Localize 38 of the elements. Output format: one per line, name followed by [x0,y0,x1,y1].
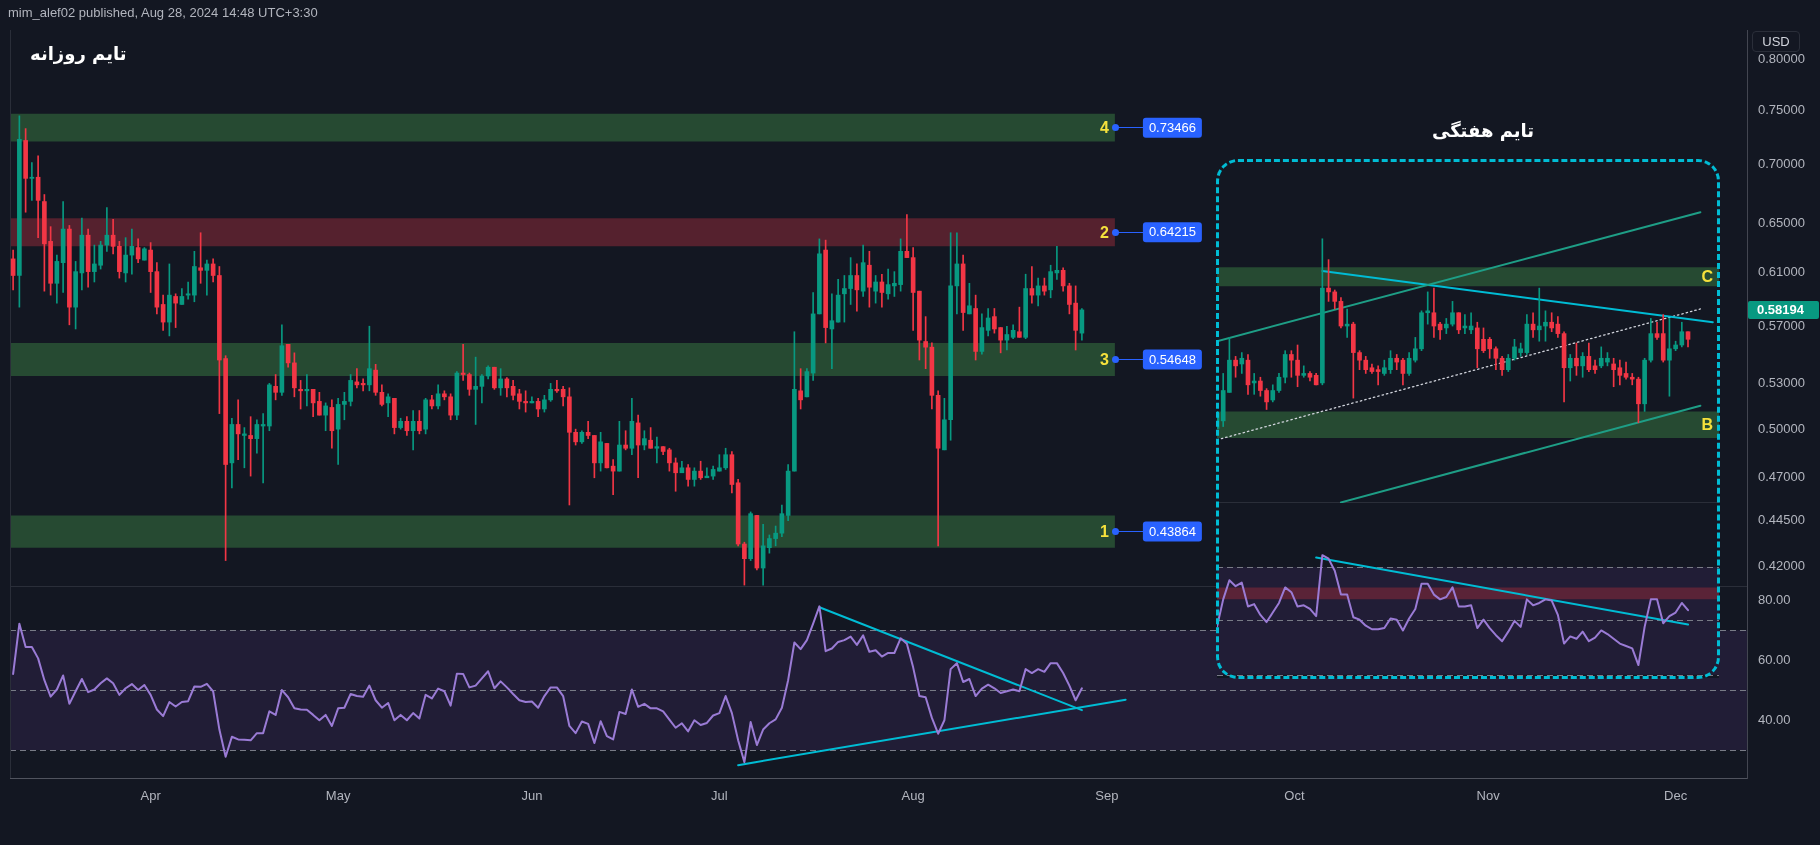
band-label: 1 [1099,522,1109,540]
band-label: C [1701,268,1714,286]
annotation: 0.73466 [1148,119,1196,135]
text: 0.58194 [1757,302,1805,317]
y-tick-label: 80.00 [1758,591,1791,607]
y-tick-label: 60.00 [1758,651,1791,667]
y-tick-label: 0.42000 [1758,557,1805,573]
y-tick-label: 0.50000 [1758,420,1805,436]
x-tick-label: Oct [1284,788,1305,804]
x-tick-label: Jul [711,788,728,804]
x-tick-label: May [325,788,351,804]
y-tick-label: 0.47000 [1758,469,1805,485]
y-tick-label: 0.44500 [1758,512,1805,528]
x-tick-label: Sep [1095,788,1119,804]
y-tick-label: 0.80000 [1758,51,1805,67]
y-tick-label: 0.61000 [1758,264,1805,280]
annotation: 0.64215 [1148,224,1196,240]
annotation: 0.43864 [1148,523,1196,539]
x-tick-label: Aug [901,788,925,804]
y-tick-label: 40.00 [1758,711,1791,727]
y-tick-label: 0.53000 [1758,374,1805,390]
text: mim_alef02 published, Aug 28, 2024 14:48 UTC+3:30 [8,5,318,20]
chart-title: تایم هفتگی [1431,120,1535,141]
x-tick-label: Jun [521,788,543,804]
x-tick-label: Nov [1476,788,1501,804]
x-tick-label: Dec [1664,788,1688,804]
y-tick-label: 0.70000 [1758,156,1805,172]
band-label: 4 [1099,119,1109,137]
annotation: 0.54648 [1148,351,1196,367]
y-tick-label: 0.75000 [1758,102,1805,118]
text: تایم روزانه [30,43,127,64]
band-label: B [1701,416,1713,434]
band-label: 3 [1099,350,1109,368]
band-label: 2 [1099,223,1109,241]
y-axis-title: USD [1752,31,1800,52]
x-tick-label: Apr [140,788,162,804]
y-tick-label: 0.65000 [1758,214,1805,230]
y-tick-label: 0.57000 [1758,317,1805,333]
